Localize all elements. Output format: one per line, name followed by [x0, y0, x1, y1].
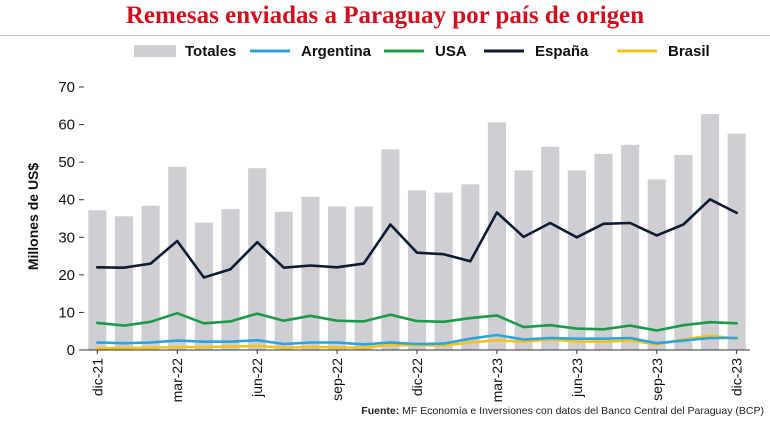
bar-totales [88, 210, 107, 350]
legend-item-totales: Totales [134, 43, 236, 60]
bar-totales [381, 149, 400, 350]
bar-totales [621, 144, 640, 350]
y-tick-label: 20 [58, 267, 75, 284]
bar-totales [168, 166, 187, 350]
legend-label: Totales [185, 43, 236, 60]
legend-label: Argentina [301, 43, 372, 60]
y-tick-label: 0 [67, 342, 75, 359]
x-tick-label: jun-23 [569, 358, 585, 398]
bar-totales [354, 206, 373, 350]
line-espana [96, 198, 739, 279]
bar-totales [274, 211, 293, 350]
x-tick-label: jun-22 [249, 358, 265, 398]
legend-label: España [535, 43, 589, 60]
line-argentina [96, 333, 739, 346]
x-tick-label: mar-22 [169, 358, 185, 403]
x-tick-label: mar-23 [489, 358, 505, 403]
bar-totales [141, 205, 160, 350]
x-tick-label: sep-22 [329, 358, 345, 401]
y-tick-label: 30 [58, 229, 75, 246]
x-tick-label: dic-23 [729, 358, 745, 396]
bar-totales [674, 155, 693, 350]
bar-totales [461, 184, 480, 350]
legend-item-brasil: Brasil [617, 43, 710, 60]
bar-totales [221, 209, 240, 350]
legend-label: USA [435, 43, 467, 60]
title-divider [0, 35, 770, 36]
source-text: MF Economía e Inversiones con datos del … [402, 405, 764, 417]
bar-totales [487, 122, 506, 351]
bar-totales [514, 170, 533, 350]
y-tick-label: 50 [58, 154, 75, 171]
bar-totales [541, 146, 560, 350]
bar-totales [407, 190, 427, 350]
source-label: Fuente: [361, 405, 400, 417]
x-tick-label: sep-23 [649, 358, 665, 401]
bar-totales [434, 192, 453, 350]
source-note: Fuente: MF Economía e Inversiones con da… [361, 405, 764, 417]
bar-totales [194, 222, 213, 350]
bar-totales [328, 206, 347, 350]
line-usa [96, 311, 739, 332]
y-tick-label: 70 [58, 79, 75, 96]
legend-item-usa: USA [384, 43, 467, 60]
legend-swatch [134, 45, 176, 57]
bar-totales [700, 114, 720, 351]
legend-item-argentina: Argentina [250, 43, 372, 60]
legend-label: Brasil [668, 43, 710, 60]
bar-totales [301, 196, 320, 350]
bar-totales [114, 216, 134, 350]
y-tick-label: 10 [58, 304, 75, 321]
x-tick-label: dic-21 [89, 358, 105, 396]
bar-totales [647, 179, 666, 350]
bar-totales [567, 170, 586, 350]
y-axis-label: Millones de US$ [25, 163, 41, 271]
x-tick-label: dic-22 [409, 358, 425, 396]
bar-totales [727, 133, 746, 350]
bar-totales [594, 153, 613, 350]
bar-totales [248, 168, 267, 350]
legend-item-espana: España [484, 43, 589, 60]
chart-title: Remesas enviadas a Paraguay por país de … [125, 2, 645, 29]
y-tick-label: 60 [58, 117, 75, 134]
y-tick-label: 40 [58, 192, 75, 209]
